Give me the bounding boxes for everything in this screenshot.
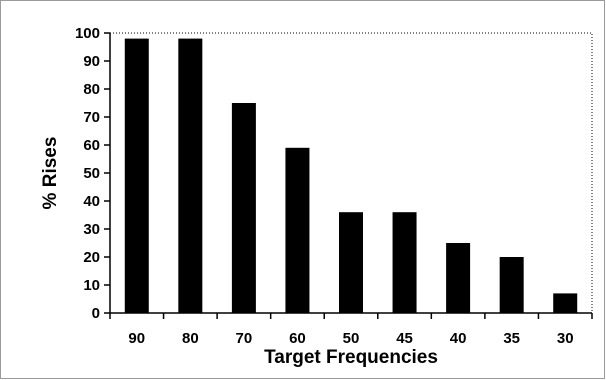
x-tick-label: 35 [503,330,520,347]
x-tick-label: 80 [182,330,199,347]
x-tick-label: 90 [128,330,145,347]
y-tick-label: 90 [83,53,100,70]
x-tick-label: 40 [450,330,467,347]
x-axis-title: Target Frequencies [264,347,438,368]
bar [446,243,471,313]
bar [178,38,203,313]
y-tick-label: 30 [83,221,100,238]
bar [231,103,256,313]
bar [124,38,149,313]
bar [285,147,310,313]
bar [339,212,363,313]
y-axis-title: % Rises [40,137,61,210]
y-tick-label: 0 [92,305,100,322]
x-tick-label: 60 [289,330,306,347]
x-tick-label: 30 [557,330,574,347]
y-tick-label: 60 [83,137,100,154]
x-tick-label: 45 [396,330,413,347]
bar [553,293,578,313]
y-tick-label: 10 [83,277,100,294]
y-tick-label: 50 [83,165,100,182]
y-tick-label: 80 [83,81,100,98]
y-tick-label: 100 [75,25,100,42]
y-tick-label: 20 [83,249,100,266]
y-tick-label: 70 [83,109,100,126]
x-axis: 90 80 70 60 50 45 40 35 30 [109,312,593,347]
bar [392,212,417,313]
y-axis: 0 10 20 30 40 50 60 70 80 90 100 [75,25,111,322]
x-tick-label: 70 [236,330,253,347]
bars [124,38,578,313]
bar [499,257,524,313]
y-tick-label: 40 [83,193,100,210]
x-tick-label: 50 [343,330,360,347]
